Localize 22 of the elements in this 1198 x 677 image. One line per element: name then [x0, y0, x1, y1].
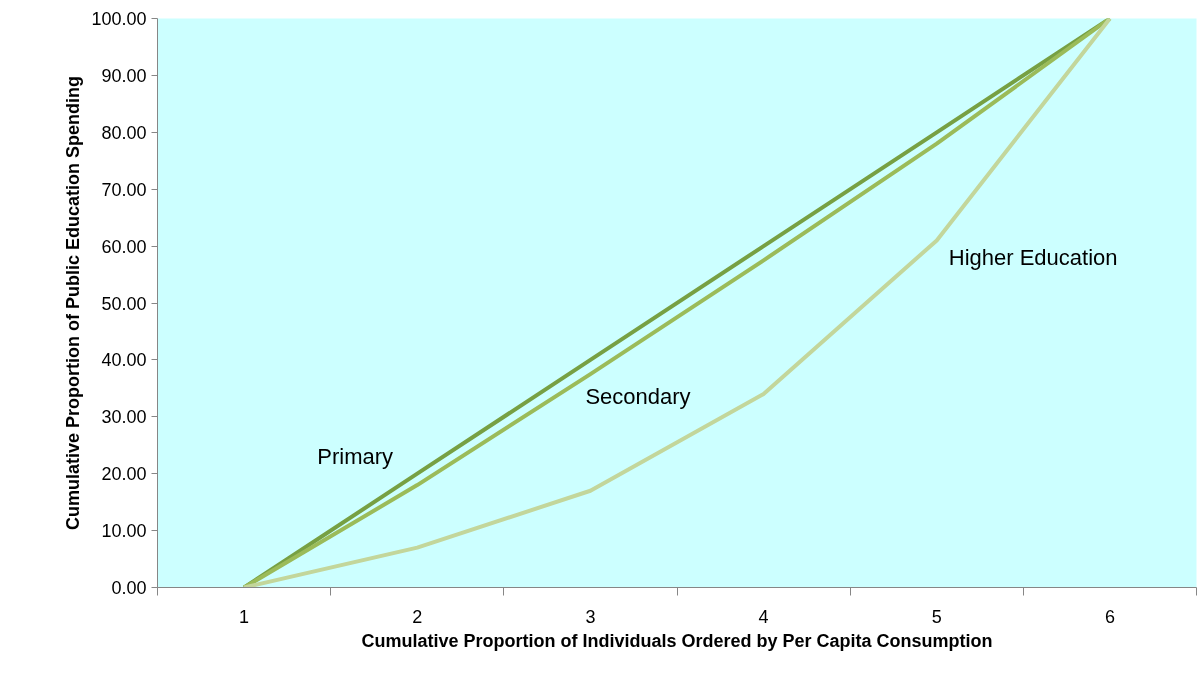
y-tick-label: 0.00	[111, 578, 147, 598]
y-tick-label: 90.00	[101, 65, 147, 86]
x-axis-title: Cumulative Proportion of Individuals Ordered by Per Capita Consumption	[361, 630, 993, 651]
y-tick-label: 50.00	[101, 293, 147, 314]
y-tick-label: 100.00	[91, 9, 147, 29]
x-tick-label: 5	[931, 606, 942, 627]
x-tick-label: 2	[412, 606, 423, 627]
series-label: Primary	[317, 443, 394, 469]
x-tick-label: 4	[758, 606, 769, 627]
x-tick-label: 1	[239, 606, 250, 627]
x-tick-label: 6	[1104, 606, 1115, 627]
y-tick-label: 30.00	[101, 407, 147, 428]
y-tick-label: 20.00	[101, 464, 147, 485]
series-label: Secondary	[585, 384, 691, 410]
y-tick-label: 40.00	[101, 350, 147, 371]
y-tick-label: 70.00	[101, 179, 147, 200]
series-label: Higher Education	[948, 245, 1118, 271]
x-tick-label: 3	[585, 606, 596, 627]
y-tick-label: 80.00	[101, 122, 147, 143]
y-tick-label: 60.00	[101, 236, 147, 257]
y-axis-title: Cumulative Proportion of Public Education Spending	[63, 75, 84, 530]
y-tick-label: 10.00	[101, 521, 147, 542]
